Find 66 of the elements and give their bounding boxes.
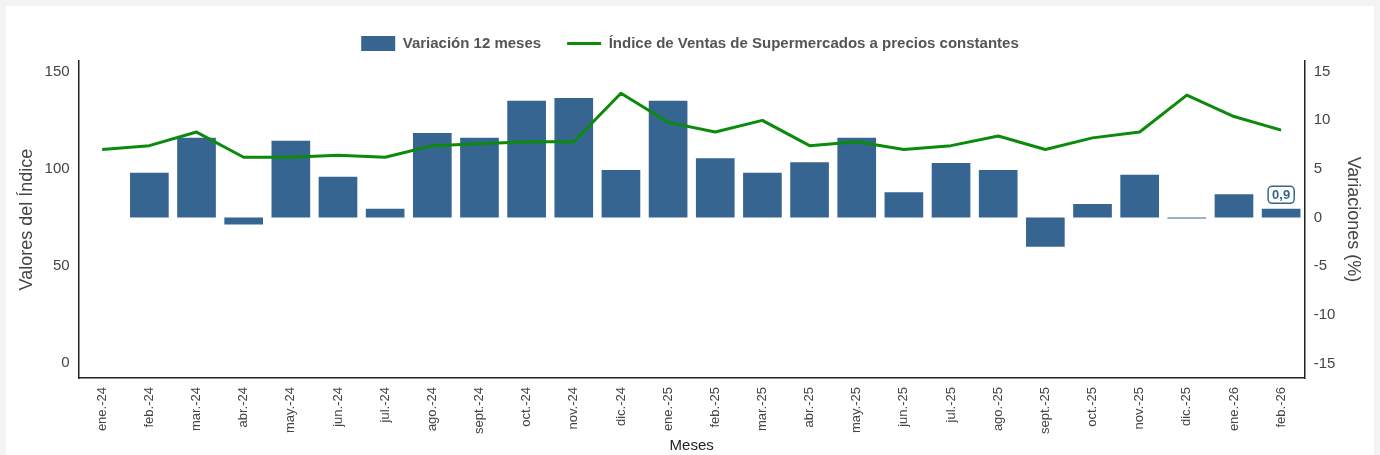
x-tick-label: ene.-25 xyxy=(659,387,675,432)
bar xyxy=(177,137,216,218)
y-tick-label: 50 xyxy=(52,256,70,274)
x-tick-label: feb.-26 xyxy=(1272,387,1288,428)
y-tick-label: 0 xyxy=(61,353,70,371)
y2-tick-label: 5 xyxy=(1313,159,1323,177)
y-tick-label: 150 xyxy=(44,62,70,80)
x-tick-label: oct.-25 xyxy=(1084,387,1100,427)
x-tick-label: mar.-25 xyxy=(753,387,769,432)
bar xyxy=(978,169,1018,218)
data-label: 0,9 xyxy=(1272,187,1291,203)
bar xyxy=(931,163,971,218)
y2-tick-label: -10 xyxy=(1313,304,1336,322)
bar xyxy=(648,100,688,218)
bar xyxy=(1073,203,1112,218)
x-tick-label: feb.-24 xyxy=(140,387,156,428)
bar xyxy=(1026,217,1065,247)
y-axis-title: Valores del Índice xyxy=(15,148,36,291)
x-tick-label: abr.-25 xyxy=(801,387,817,428)
y2-tick-label: -5 xyxy=(1313,256,1328,274)
bar xyxy=(554,97,594,218)
x-tick-label: ene.-26 xyxy=(1225,387,1241,432)
bar xyxy=(790,162,829,218)
y2-tick-label: 10 xyxy=(1313,110,1331,128)
y-tick-label: 100 xyxy=(44,159,70,177)
x-tick-label: nov.-24 xyxy=(565,387,581,430)
bar xyxy=(412,132,452,218)
x-tick-label: jun.-25 xyxy=(895,387,911,428)
bar xyxy=(365,208,405,218)
x-tick-label: mar.-24 xyxy=(188,387,204,432)
x-tick-label: oct.-24 xyxy=(518,387,534,427)
bar xyxy=(695,158,735,218)
x-tick-label: sept.-24 xyxy=(471,387,487,435)
x-tick-label: dic.-24 xyxy=(612,387,628,427)
x-tick-label: abr.-24 xyxy=(235,387,251,428)
x-tick-label: nov.-25 xyxy=(1131,387,1147,430)
bar xyxy=(1261,208,1301,218)
bar xyxy=(318,176,358,218)
x-tick-label: ago.-25 xyxy=(989,387,1005,432)
x-tick-label: sept.-25 xyxy=(1036,387,1052,435)
y2-tick-label: 15 xyxy=(1313,61,1331,79)
x-tick-label: jun.-24 xyxy=(329,387,345,428)
x-tick-label: may.-24 xyxy=(282,387,298,434)
x-tick-label: jul.-25 xyxy=(942,387,958,424)
legend-label: Variación 12 meses xyxy=(402,33,542,51)
bar xyxy=(271,140,311,218)
x-tick-label: ene.-24 xyxy=(93,387,109,432)
x-tick-label: feb.-25 xyxy=(706,387,722,428)
bar xyxy=(837,137,877,218)
bar xyxy=(507,100,546,218)
legend-label: Índice de Ventas de Supermercados a precios constantes xyxy=(608,33,1019,51)
x-tick-label: jul.-24 xyxy=(376,387,392,424)
x-axis-title: Meses xyxy=(669,436,714,454)
bar xyxy=(1214,194,1254,218)
bar xyxy=(601,169,641,218)
y2-tick-label: 0 xyxy=(1313,207,1323,225)
bar xyxy=(743,172,782,218)
bar xyxy=(130,172,169,218)
bar xyxy=(884,192,924,218)
x-tick-label: may.-25 xyxy=(848,387,864,434)
y2-tick-label: -15 xyxy=(1313,353,1336,371)
bar xyxy=(1120,174,1159,218)
x-tick-label: ago.-24 xyxy=(423,387,439,432)
x-tick-label: dic.-25 xyxy=(1178,387,1194,427)
bar xyxy=(460,137,499,218)
y2-axis-title: Variaciones (%) xyxy=(1344,156,1365,283)
